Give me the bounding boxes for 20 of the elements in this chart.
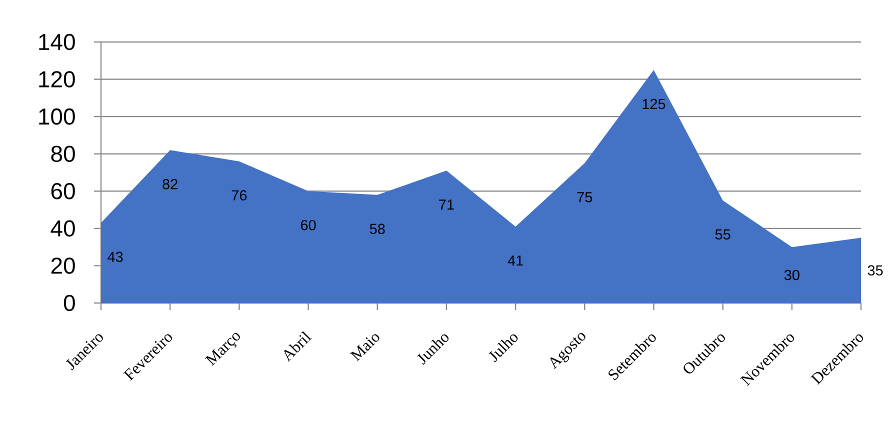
data-label: 55 — [715, 229, 730, 240]
data-label: 35 — [868, 265, 883, 276]
y-tick-label: 80 — [51, 146, 75, 162]
data-label: 76 — [232, 190, 247, 200]
data-label: 71 — [439, 200, 454, 210]
y-tick-label: 0 — [64, 294, 75, 312]
y-tick-label: 140 — [39, 34, 75, 50]
data-label: 75 — [577, 192, 592, 202]
y-tick-label: 100 — [39, 108, 75, 125]
y-tick-label: 120 — [39, 71, 75, 88]
y-tick-label: 60 — [51, 182, 75, 200]
data-label: 30 — [784, 270, 800, 280]
data-label: 41 — [508, 256, 523, 266]
data-label: 58 — [370, 224, 385, 234]
y-tick-label: 20 — [51, 258, 75, 274]
y-tick-label: 40 — [50, 220, 75, 237]
data-label: 82 — [162, 178, 178, 190]
data-label: 60 — [300, 220, 316, 230]
data-label: 125 — [642, 98, 666, 110]
data-label: 43 — [108, 252, 123, 262]
